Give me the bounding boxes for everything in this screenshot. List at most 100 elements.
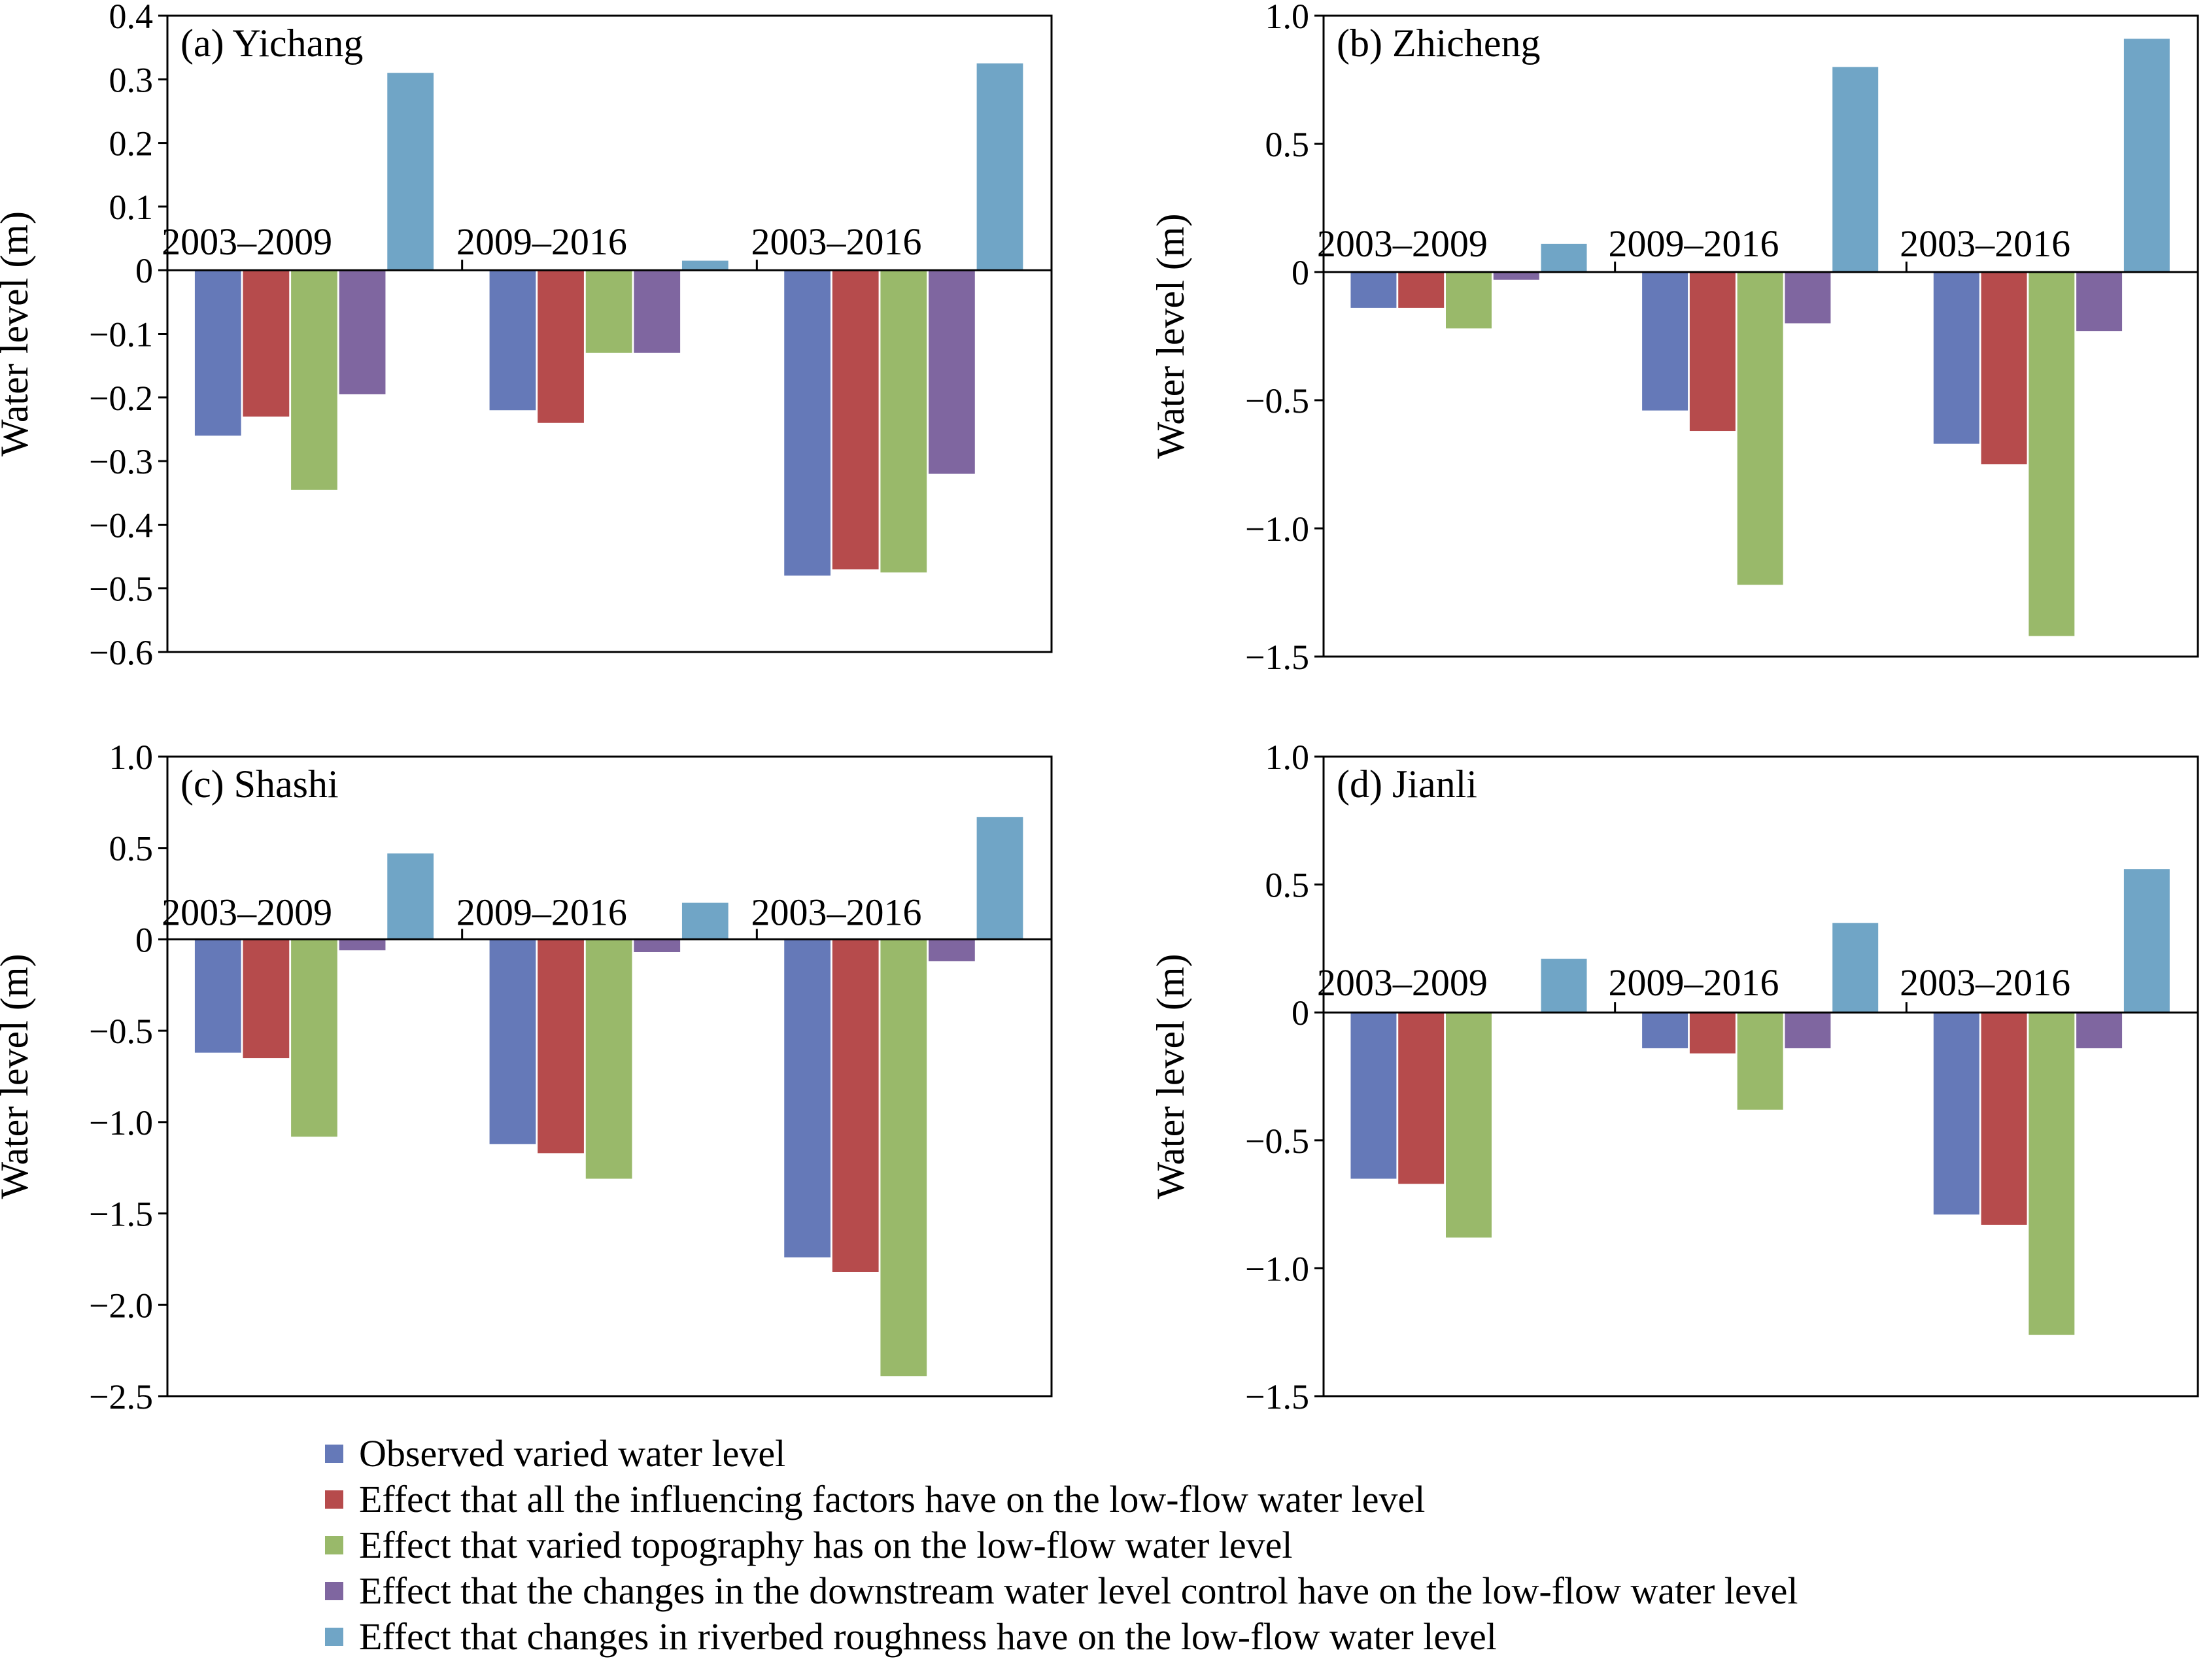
bar-downstream-1	[339, 939, 386, 951]
bar-all_factors-3	[832, 270, 879, 570]
bar-all_factors-3	[1981, 1012, 2027, 1225]
y-tick-label: −0.1	[89, 315, 153, 354]
bar-downstream-2	[1785, 1012, 1831, 1048]
bar-observed-2	[489, 939, 536, 1144]
bar-observed-3	[784, 270, 831, 576]
bar-observed-3	[1933, 272, 1979, 444]
bar-all_factors-3	[1981, 272, 2027, 464]
bar-topography-2	[585, 939, 632, 1179]
legend-swatch	[325, 1490, 343, 1509]
bar-observed-2	[1642, 272, 1688, 411]
category-label: 2003–2016	[751, 220, 922, 263]
category-label: 2003–2009	[162, 891, 332, 933]
bar-all_factors-1	[1398, 272, 1445, 308]
legend-swatch	[325, 1582, 343, 1600]
category-label: 2003–2016	[1900, 222, 2070, 265]
legend-label: Effect that all the influencing factors …	[359, 1478, 1426, 1520]
y-tick-label: −0.4	[89, 506, 153, 545]
bar-roughness-2	[681, 260, 728, 271]
y-tick-label: 0	[1292, 253, 1309, 292]
y-tick-label: −1.5	[89, 1195, 153, 1234]
y-tick-label: 0.5	[1265, 125, 1310, 164]
y-tick-label: −0.2	[89, 379, 153, 418]
bar-observed-3	[784, 939, 831, 1258]
category-label: 2003–2009	[162, 220, 332, 263]
legend-item-roughness: Effect that changes in riverbed roughnes…	[325, 1614, 1798, 1660]
category-label: 2003–2016	[1900, 961, 2070, 1004]
plot-frame	[1322, 14, 2199, 658]
bar-all_factors-2	[1689, 272, 1736, 432]
y-tick-label: −0.5	[1245, 381, 1309, 420]
legend-swatch	[325, 1536, 343, 1554]
bar-roughness-3	[976, 817, 1023, 940]
category-label: 2009–2016	[456, 891, 627, 933]
y-tick-label: −0.3	[89, 442, 153, 481]
bar-observed-1	[1350, 272, 1397, 308]
y-tick-label: −2.0	[89, 1286, 153, 1325]
legend-item-topography: Effect that varied topography has on the…	[325, 1522, 1798, 1568]
bar-roughness-2	[1832, 923, 1879, 1013]
bar-all_factors-2	[538, 939, 584, 1154]
bar-roughness-1	[1541, 959, 1587, 1013]
bar-topography-1	[1446, 1012, 1492, 1238]
bar-downstream-3	[2076, 1012, 2123, 1048]
plot-frame	[166, 755, 1053, 1397]
bar-observed-2	[1642, 1012, 1688, 1048]
y-tick-label: −1.0	[1245, 509, 1309, 549]
bar-all_factors-3	[832, 939, 879, 1272]
bar-downstream-2	[1785, 272, 1831, 324]
y-axis-label: Water level (m)	[1149, 214, 1192, 459]
category-label: 2003–2009	[1317, 961, 1488, 1004]
bar-downstream-2	[634, 939, 681, 952]
legend-label: Effect that changes in riverbed roughnes…	[359, 1615, 1497, 1658]
bar-downstream-2	[634, 270, 681, 353]
legend-swatch	[325, 1628, 343, 1646]
panel-title: (b) Zhicheng	[1337, 22, 1541, 65]
bar-all_factors-1	[1398, 1012, 1445, 1184]
y-tick-label: 0.3	[109, 60, 154, 99]
y-tick-label: −2.5	[89, 1377, 153, 1416]
y-tick-label: 0.5	[1265, 866, 1310, 905]
bar-roughness-3	[2123, 869, 2170, 1013]
y-tick-label: 0	[1292, 993, 1309, 1033]
bar-roughness-3	[2123, 39, 2170, 272]
y-tick-label: 0.4	[109, 0, 154, 36]
y-tick-label: −0.6	[89, 633, 153, 672]
bar-roughness-1	[387, 73, 434, 271]
y-axis-label: Water level (m)	[1149, 954, 1192, 1199]
chart-panel-2: 2003–2009 2009–2016 2003–2016 1.0 0.5 0 −0.5 −1…	[1149, 0, 2199, 677]
category-label: 2009–2016	[456, 220, 627, 263]
y-tick-label: 0.2	[109, 124, 154, 163]
bar-all_factors-1	[243, 939, 290, 1059]
bar-observed-2	[489, 270, 536, 411]
panel-title: (d) Jianli	[1337, 763, 1477, 806]
bar-observed-1	[194, 939, 241, 1053]
legend-label: Observed varied water level	[359, 1432, 786, 1475]
chart-panel-3: 2003–2009 2009–2016 2003–2016 1.0 0.5 0 −0.5 −1…	[0, 738, 1053, 1416]
bar-all_factors-2	[538, 270, 584, 423]
panel-title: (a) Yichang	[180, 22, 363, 65]
y-tick-label: −0.5	[89, 1012, 153, 1051]
bar-observed-3	[1933, 1012, 1979, 1215]
bar-topography-3	[2029, 1012, 2075, 1335]
y-tick-label: 1.0	[1265, 738, 1310, 777]
y-axis-label: Water level (m)	[0, 954, 36, 1199]
y-tick-label: −1.5	[1245, 638, 1309, 677]
bar-observed-1	[1350, 1012, 1397, 1179]
category-label: 2009–2016	[1608, 222, 1779, 265]
category-label: 2003–2009	[1317, 222, 1488, 265]
bar-topography-3	[880, 939, 927, 1377]
legend-label: Effect that varied topography has on the…	[359, 1524, 1293, 1566]
bar-topography-3	[2029, 272, 2075, 636]
bar-downstream-3	[2076, 272, 2123, 332]
legend-item-observed: Observed varied water level	[325, 1431, 1798, 1477]
bar-topography-1	[291, 270, 337, 490]
legend-item-all_factors: Effect that all the influencing factors …	[325, 1477, 1798, 1522]
y-tick-label: 0.5	[109, 829, 154, 868]
y-tick-label: 0	[135, 251, 153, 290]
bar-all_factors-1	[243, 270, 290, 417]
bar-roughness-1	[387, 853, 434, 940]
y-tick-label: 0	[135, 920, 153, 959]
category-label: 2009–2016	[1608, 961, 1779, 1004]
